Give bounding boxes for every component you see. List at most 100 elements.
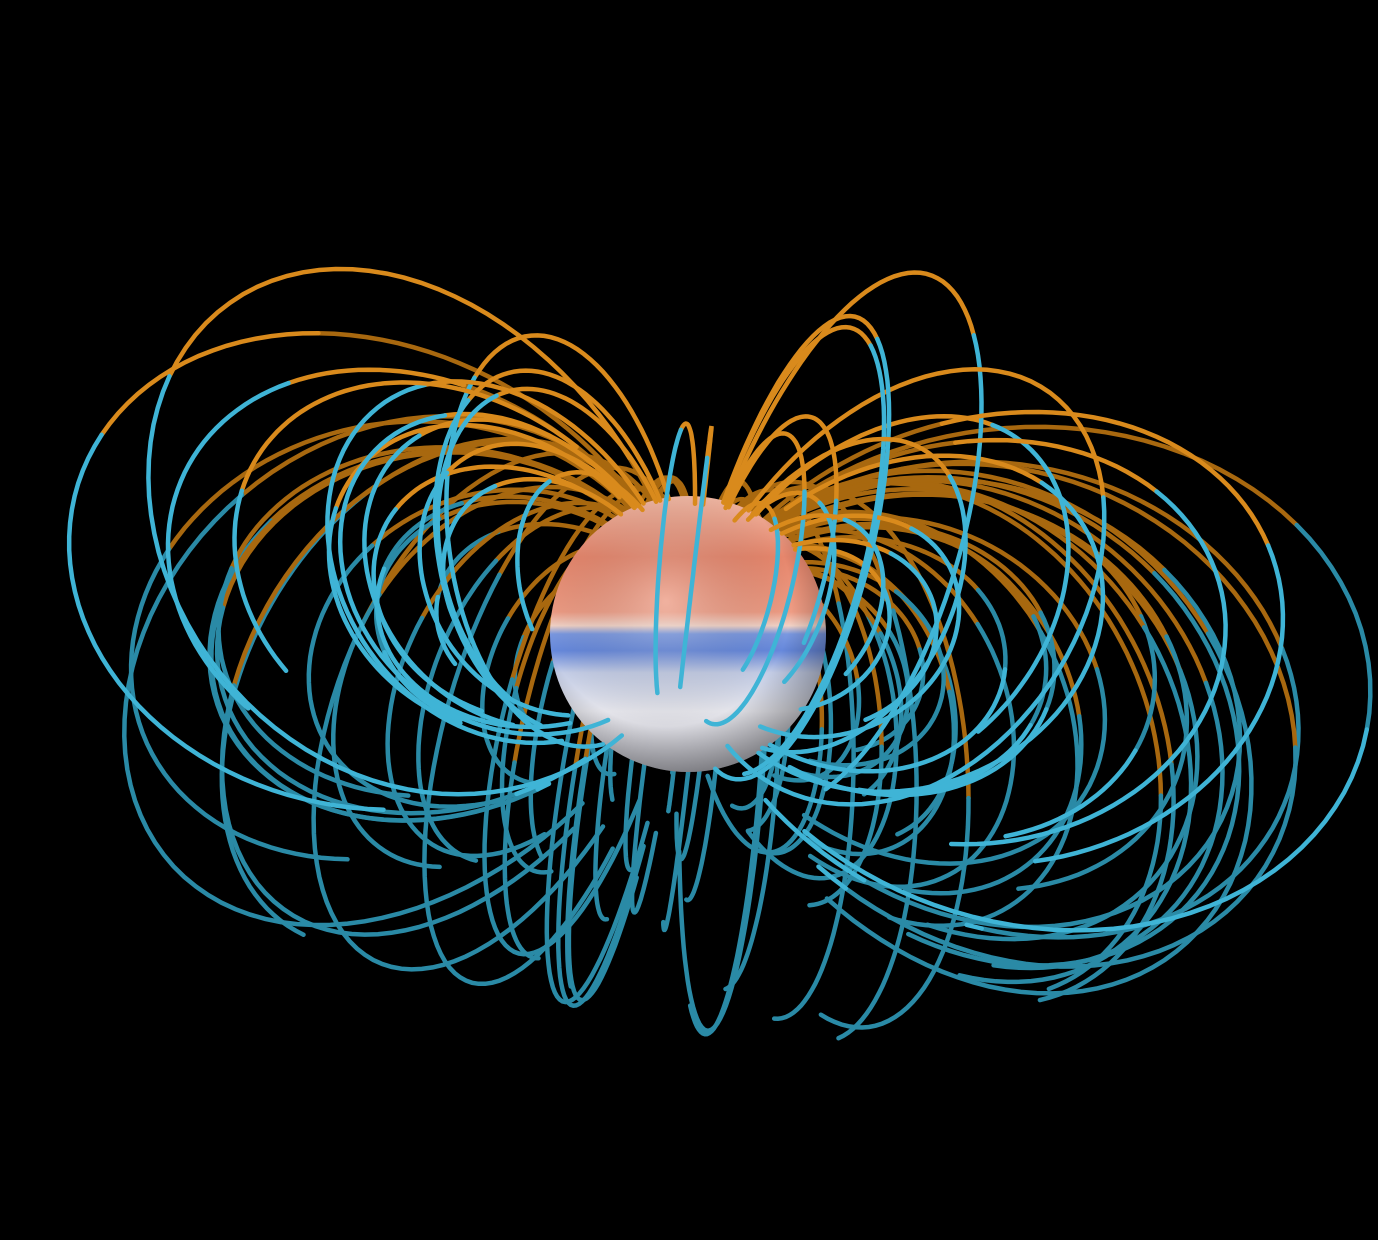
field-line (1046, 793, 1164, 992)
field-line (232, 488, 289, 674)
field-line (331, 592, 442, 870)
field-line (723, 431, 807, 511)
field-line (863, 551, 939, 723)
field-line (311, 629, 606, 972)
field-line (703, 489, 807, 727)
field-line (209, 564, 491, 823)
field-line (746, 367, 1106, 513)
field-line (1037, 762, 1176, 1003)
field-line (165, 380, 291, 711)
field-line (472, 333, 672, 502)
field-line (325, 382, 565, 746)
field-line (807, 589, 946, 768)
field-line (1032, 543, 1286, 864)
field-line (286, 367, 467, 388)
field-line (975, 587, 1008, 672)
field-line (229, 445, 632, 571)
field-line (761, 421, 945, 523)
field-line (842, 517, 886, 677)
field-line (434, 594, 458, 667)
field-line (99, 330, 321, 438)
field-line (807, 744, 884, 908)
field-lines-front (66, 266, 1370, 933)
field-line (1294, 522, 1373, 732)
field-line (729, 710, 783, 811)
field-line (772, 678, 862, 783)
field-line (765, 491, 1169, 639)
field-line (763, 797, 867, 883)
field-line (750, 436, 953, 517)
field-line (724, 270, 977, 505)
field-line (565, 756, 588, 989)
field-line (721, 324, 873, 505)
field-line (1028, 614, 1049, 728)
field-line (816, 864, 849, 891)
field-line (444, 441, 637, 511)
field-line (482, 677, 642, 957)
field-line (800, 689, 957, 857)
field-line (756, 461, 1298, 750)
field-line (705, 727, 825, 855)
field-line (535, 781, 552, 792)
field-line (337, 413, 611, 737)
field-line (128, 546, 350, 862)
field-line (677, 455, 710, 690)
field-line (422, 379, 646, 506)
field-line (768, 513, 847, 533)
field-line (732, 500, 777, 523)
field-line (767, 514, 1100, 672)
field-line (416, 558, 499, 863)
field-line (753, 413, 995, 517)
field-line (492, 476, 624, 517)
field-line (843, 745, 1298, 969)
field-line (861, 567, 1243, 930)
field-line (687, 742, 765, 1037)
field-line (792, 545, 886, 590)
field-line (661, 709, 698, 933)
field-line (767, 667, 1008, 774)
field-line (122, 492, 585, 928)
field-line (801, 498, 839, 646)
field-line (964, 922, 984, 931)
field-line (957, 625, 1194, 985)
field-line (948, 489, 1228, 847)
field-line (678, 421, 698, 507)
field-line (975, 422, 1071, 734)
field-line (629, 696, 659, 915)
field-line (887, 629, 1080, 929)
field-line (836, 608, 919, 1041)
field-line (857, 722, 1033, 796)
field-line (480, 616, 544, 786)
field-line (823, 333, 984, 792)
field-line (742, 343, 887, 777)
field-line (417, 470, 571, 718)
field-line (528, 660, 556, 859)
field-line (494, 386, 659, 504)
field-line (782, 500, 837, 685)
field-line (746, 614, 899, 881)
field-line (316, 330, 643, 510)
field-line (783, 453, 1044, 512)
field-line (515, 479, 552, 632)
field-line (725, 495, 1107, 807)
field-line (435, 393, 514, 702)
field-line (798, 585, 892, 712)
field-line (385, 615, 547, 859)
field-line (757, 526, 962, 740)
field-line (953, 437, 1159, 494)
field-line (371, 507, 485, 714)
field-line (459, 494, 612, 528)
field-line (374, 566, 573, 730)
field-line (712, 336, 892, 782)
field-line (726, 414, 839, 510)
field-line (979, 646, 1301, 940)
field-line (66, 432, 386, 812)
field-line (761, 424, 1299, 528)
field-line (1003, 748, 1138, 839)
field-line (782, 524, 1036, 619)
field-line (1016, 634, 1190, 891)
field-line (939, 409, 1271, 548)
field-line (653, 427, 684, 696)
